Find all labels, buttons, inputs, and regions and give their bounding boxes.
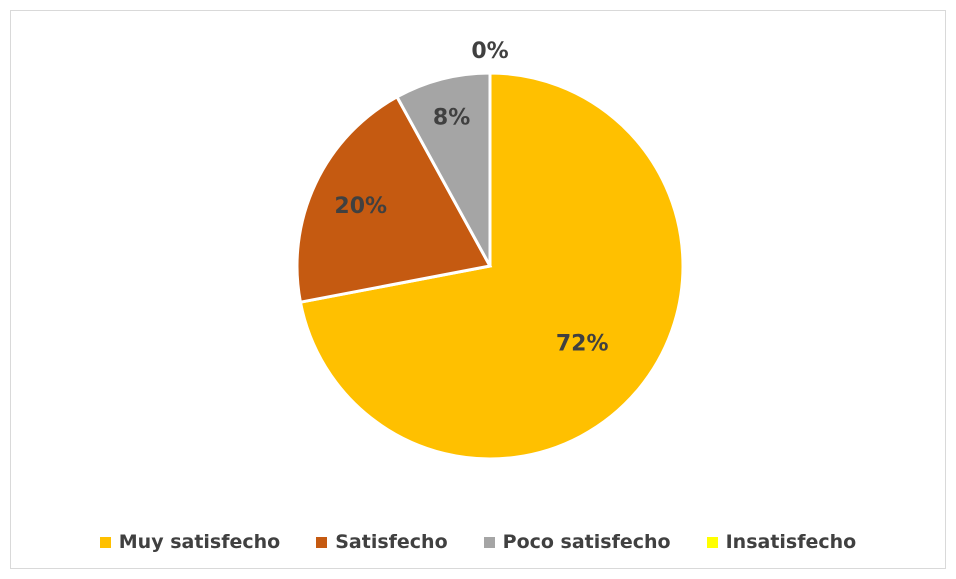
pie-slice-satisfecho xyxy=(295,94,493,304)
legend-item-muy-satisfecho: Muy satisfecho xyxy=(99,531,281,553)
legend-label-poco-satisfecho: Poco satisfecho xyxy=(502,531,671,553)
legend-item-poco-satisfecho: Poco satisfecho xyxy=(483,531,671,553)
legend: Muy satisfecho Satisfecho Poco satisfech… xyxy=(0,531,956,553)
data-label-muy-satisfecho: 72% xyxy=(556,331,609,356)
legend-item-satisfecho: Satisfecho xyxy=(316,531,448,553)
data-label-poco-satisfecho: 8% xyxy=(433,105,470,130)
data-label-insatisfecho: 0% xyxy=(471,39,508,64)
legend-swatch-satisfecho xyxy=(316,536,328,548)
legend-label-muy-satisfecho: Muy satisfecho xyxy=(118,531,281,553)
legend-label-insatisfecho: Insatisfecho xyxy=(725,531,857,553)
legend-swatch-muy-satisfecho xyxy=(99,536,111,548)
legend-swatch-insatisfecho xyxy=(706,536,718,548)
pie-slice-poco-satisfecho xyxy=(394,71,492,267)
legend-label-satisfecho: Satisfecho xyxy=(335,531,448,553)
legend-swatch-poco-satisfecho xyxy=(483,536,495,548)
legend-item-insatisfecho: Insatisfecho xyxy=(706,531,857,553)
data-label-satisfecho: 20% xyxy=(334,194,387,219)
